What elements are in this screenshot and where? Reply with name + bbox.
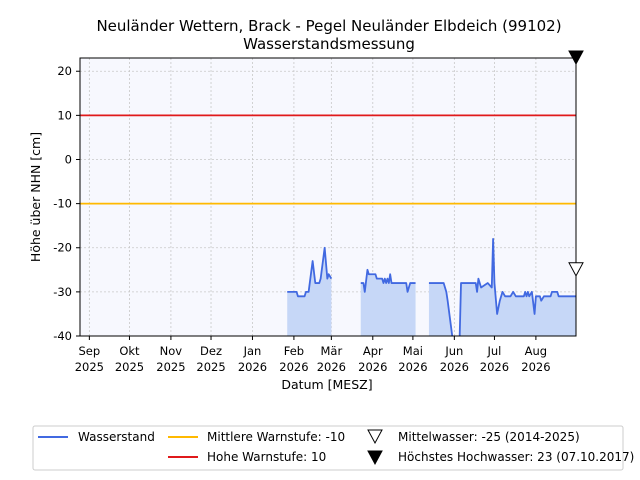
x-tick-label-month: Okt xyxy=(119,344,140,358)
y-tick-label: -10 xyxy=(53,197,72,211)
x-tick-label-year: 2026 xyxy=(398,360,427,374)
x-tick-label-month: Feb xyxy=(284,344,304,358)
legend-swatch-hochwasser xyxy=(367,450,383,466)
y-tick-label: -20 xyxy=(53,241,72,255)
x-axis-label: Datum [MESZ] xyxy=(281,377,372,392)
plot-frame xyxy=(79,57,577,337)
y-tick-label: -40 xyxy=(53,329,72,343)
y-tick-label: 20 xyxy=(57,64,72,78)
x-tick-label-year: 2026 xyxy=(317,360,346,374)
y-axis-label: Höhe über NHN [cm] xyxy=(28,132,43,262)
x-tick-label-year: 2025 xyxy=(196,360,225,374)
x-tick-label-month: Aug xyxy=(525,344,547,358)
x-tick-label-month: Apr xyxy=(363,344,383,358)
x-tick-label-month: Jun xyxy=(444,344,463,358)
legend-mittlere: Mittlere Warnstufe: -10 xyxy=(207,430,345,444)
series-line xyxy=(360,268,416,293)
x-tick-label-year: 2026 xyxy=(440,360,469,374)
series-area xyxy=(428,238,576,336)
y-tick-label: 0 xyxy=(65,152,72,166)
chart-subtitle: Wasserstandsmessung xyxy=(243,35,415,53)
chart-title: Neuländer Wettern, Brack - Pegel Neuländ… xyxy=(96,17,561,35)
x-tick-label-year: 2025 xyxy=(75,360,104,374)
legend-wasserstand: Wasserstand xyxy=(78,430,155,444)
x-tick-label-month: Jan xyxy=(243,344,262,358)
legend-mittelwasser: Mittelwasser: -25 (2014-2025) xyxy=(398,430,580,444)
reference-markers xyxy=(568,50,584,277)
x-tick-label-year: 2026 xyxy=(521,360,550,374)
y-axis: 20 10 0 -10 -20 -30 -40 xyxy=(53,64,80,343)
x-tick-label-month: Nov xyxy=(160,344,183,358)
mittelwasser-marker xyxy=(568,262,584,277)
series-line xyxy=(287,246,333,298)
legend-hohe: Hohe Warnstufe: 10 xyxy=(207,450,326,464)
x-tick-label-year: 2026 xyxy=(238,360,267,374)
x-tick-label-month: Jul xyxy=(487,344,502,358)
x-tick-label-year: 2025 xyxy=(115,360,144,374)
series-wasserstand xyxy=(287,238,576,336)
series-area xyxy=(360,269,416,336)
x-axis: Sep 2025 Okt 2025 Nov 2025 Dez 2025 Jan 2026 Feb 20… xyxy=(75,336,551,374)
legend-swatch-mittelwasser xyxy=(367,429,383,445)
x-tick-label-month: Mär xyxy=(320,344,342,358)
legend-hochwasser: Höchstes Hochwasser: 23 (07.10.2017) xyxy=(398,450,634,464)
x-tick-label-year: 2025 xyxy=(156,360,185,374)
x-tick-label-year: 2026 xyxy=(358,360,387,374)
warning-levels xyxy=(80,114,576,205)
hochwasser-marker xyxy=(568,50,584,66)
x-tick-label-month: Dez xyxy=(200,344,222,358)
x-tick-label-year: 2026 xyxy=(480,360,509,374)
y-tick-label: -30 xyxy=(53,285,72,299)
x-tick-label-year: 2026 xyxy=(279,360,308,374)
x-tick-label-month: Mai xyxy=(403,344,423,358)
x-tick-label-month: Sep xyxy=(79,344,101,358)
legend: Wasserstand Mittlere Warnstufe: -10 Hohe… xyxy=(32,425,634,471)
y-tick-label: 10 xyxy=(57,108,72,122)
series-line xyxy=(428,238,576,336)
